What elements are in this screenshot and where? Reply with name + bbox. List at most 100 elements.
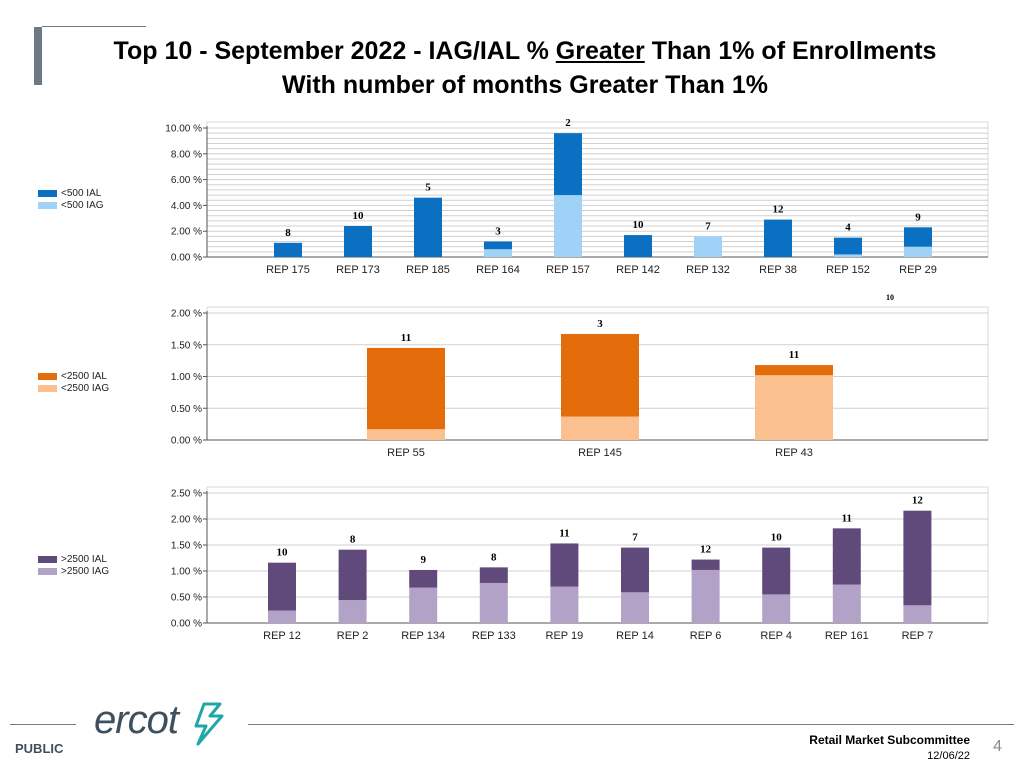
y-tick-label: 4.00 % — [171, 201, 202, 212]
x-tick-label: REP 12 — [263, 630, 301, 642]
bar-iag — [338, 600, 367, 623]
legend-label: >2500 IAG — [61, 565, 110, 577]
y-tick-label: 6.00 % — [171, 175, 202, 186]
y-tick-label: 10.00 % — [165, 124, 202, 135]
public-label: PUBLIC — [15, 741, 64, 756]
bar-ial — [268, 562, 296, 611]
months-label: 12 — [912, 495, 924, 507]
y-tick-label: 0.00 % — [171, 619, 202, 630]
legend-swatch — [38, 189, 57, 197]
months-label: 5 — [425, 182, 431, 194]
bar-iag — [268, 610, 296, 623]
x-tick-label: REP 157 — [546, 264, 590, 276]
legend-label: <2500 IAG — [61, 382, 110, 394]
title-accent-rule — [42, 26, 146, 27]
months-label: 8 — [350, 534, 356, 546]
x-tick-label: REP 133 — [472, 630, 516, 642]
x-tick-label: REP 173 — [336, 264, 380, 276]
bar-iag — [755, 375, 833, 440]
title-accent-bar — [34, 27, 42, 85]
legend-swatch — [38, 372, 57, 380]
footer-date: 12/06/22 — [927, 750, 970, 762]
months-label: 7 — [705, 220, 711, 232]
bar-ial — [554, 133, 582, 196]
months-label: 10 — [353, 210, 365, 222]
months-label: 10 — [633, 219, 645, 231]
bar-ial — [691, 559, 720, 570]
y-tick-label: 0.50 % — [171, 593, 202, 604]
months-label: 11 — [789, 349, 799, 361]
x-tick-label: REP 7 — [902, 630, 934, 642]
footer-divider-left — [10, 724, 76, 725]
x-tick-label: REP 132 — [686, 264, 730, 276]
legend-label: <2500 IAL — [61, 370, 107, 382]
x-tick-label: REP 134 — [401, 630, 445, 642]
page-number: 4 — [993, 738, 1002, 755]
bar-iag — [694, 236, 722, 257]
bar-iag — [550, 586, 579, 623]
legend-item: >2500 IAG — [38, 565, 109, 577]
y-tick-label: 0.50 % — [171, 404, 202, 415]
y-tick-label: 1.50 % — [171, 340, 202, 351]
x-tick-label: REP 175 — [266, 264, 310, 276]
bar-iag — [479, 582, 508, 623]
bar-ial — [621, 547, 649, 593]
footer-divider-right — [248, 724, 1014, 725]
bar-ial — [367, 347, 445, 430]
months-label: 8 — [285, 227, 291, 239]
legend-item: <500 IAG — [38, 199, 104, 211]
legend-item: <2500 IAG — [38, 382, 109, 394]
x-tick-label: REP 4 — [760, 630, 792, 642]
x-tick-label: REP 19 — [546, 630, 584, 642]
x-tick-label: REP 29 — [899, 264, 937, 276]
legend-swatch — [38, 201, 57, 209]
legend-label: <500 IAG — [61, 199, 104, 211]
x-tick-label: REP 142 — [616, 264, 660, 276]
legend-swatch — [38, 384, 57, 392]
months-label: 11 — [842, 512, 852, 524]
bar-iag — [621, 592, 649, 623]
bar-ial — [561, 333, 639, 417]
months-label: 3 — [597, 318, 603, 330]
bar-ial — [903, 510, 932, 606]
bar-iag — [832, 584, 861, 623]
bar-iag — [484, 249, 512, 257]
bar-ial — [338, 549, 367, 601]
stray-months-label: 10 — [886, 293, 894, 302]
bar-ial — [344, 226, 372, 257]
plot-area — [206, 486, 989, 624]
title-underlined: Greater — [555, 37, 645, 65]
x-tick-label: REP 6 — [690, 630, 722, 642]
legend-item: <500 IAL — [38, 187, 104, 199]
x-tick-label: REP 145 — [578, 447, 622, 459]
months-label: 11 — [401, 332, 411, 344]
y-tick-label: 2.00 % — [171, 309, 202, 320]
legend-chart-1: <500 IAL <500 IAG — [38, 187, 104, 211]
bar-iag — [834, 254, 862, 257]
legend-label: <500 IAL — [61, 187, 102, 199]
y-tick-label: 2.50 % — [171, 489, 202, 500]
bar-iag — [561, 416, 639, 440]
bar-ial — [762, 547, 791, 595]
months-label: 3 — [495, 226, 501, 238]
months-label: 9 — [420, 554, 426, 566]
title-part2: Than 1% of Enrollments — [644, 37, 937, 65]
bar-ial — [832, 528, 861, 585]
x-tick-label: REP 152 — [826, 264, 870, 276]
x-tick-label: REP 2 — [337, 630, 369, 642]
legend-swatch — [38, 555, 57, 563]
bar-iag — [904, 246, 932, 257]
months-label: 8 — [491, 551, 497, 563]
bar-iag — [367, 429, 445, 440]
y-tick-label: 1.00 % — [171, 567, 202, 578]
legend-chart-2: <2500 IAL <2500 IAG — [38, 370, 109, 394]
y-tick-label: 0.00 % — [171, 253, 202, 264]
y-tick-label: 0.00 % — [171, 436, 202, 447]
y-tick-label: 1.00 % — [171, 372, 202, 383]
bar-ial — [479, 567, 508, 583]
months-label: 10 — [771, 532, 783, 544]
months-label: 10 — [277, 547, 289, 559]
x-tick-label: REP 38 — [759, 264, 797, 276]
bar-ial — [409, 569, 438, 588]
